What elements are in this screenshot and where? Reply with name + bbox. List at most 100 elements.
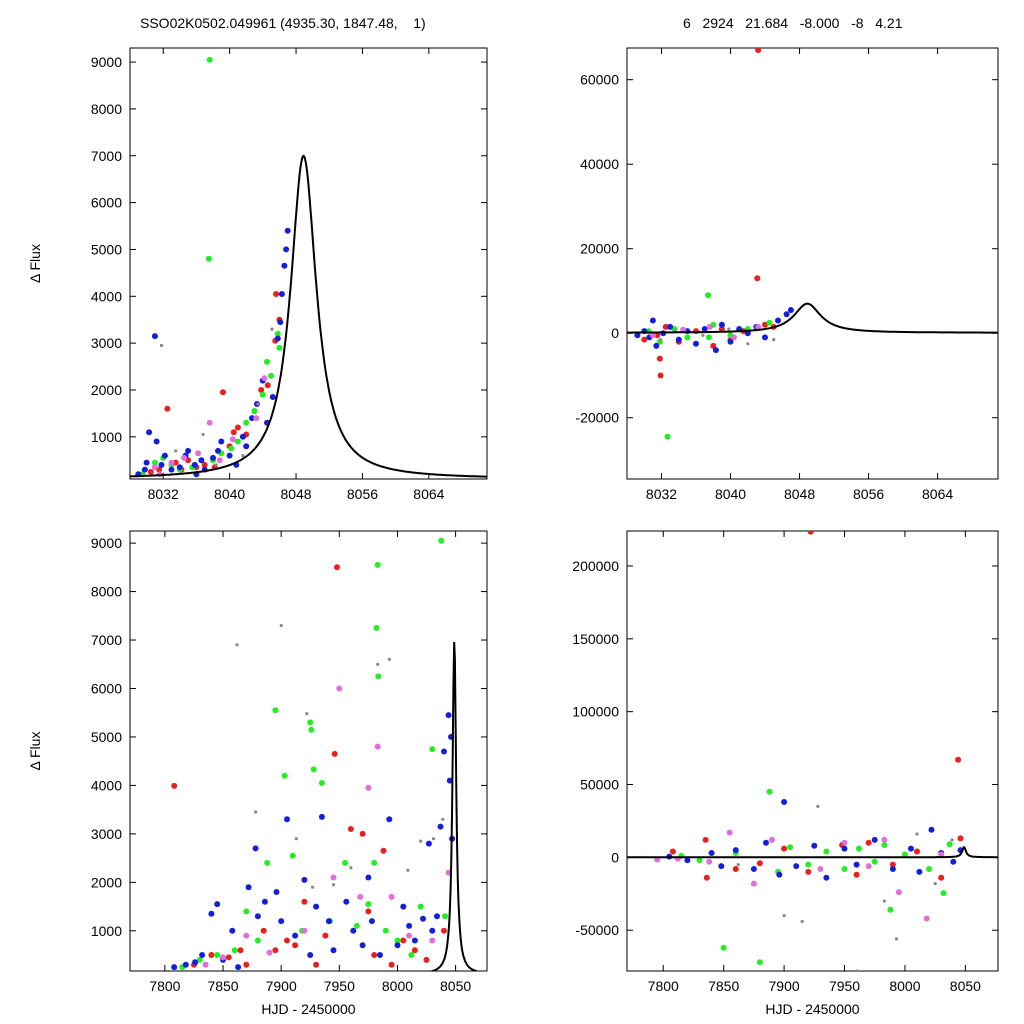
data-point-blue xyxy=(871,836,878,843)
data-point-red xyxy=(260,927,267,934)
data-point-blue xyxy=(254,913,261,920)
data-point-blue xyxy=(693,340,699,347)
data-point-blue xyxy=(634,332,641,339)
data-point-blue xyxy=(245,884,252,891)
data-point-green xyxy=(442,913,449,920)
x-tick-label: 7950 xyxy=(324,978,355,994)
y-tick-label: 3000 xyxy=(91,335,122,351)
data-point-green xyxy=(373,624,380,631)
data-point-red xyxy=(258,387,265,393)
data-point-blue xyxy=(284,816,290,823)
data-point-pink xyxy=(649,332,656,339)
data-point-red xyxy=(718,326,725,332)
data-point-gray xyxy=(349,866,353,870)
data-point-green xyxy=(375,673,382,680)
data-point-blue xyxy=(750,866,757,872)
data-point-red xyxy=(853,871,860,878)
model-curve xyxy=(627,845,998,859)
data-point-pink xyxy=(357,893,364,900)
data-point-red xyxy=(359,830,366,837)
data-point-pink xyxy=(195,450,202,457)
data-point-red xyxy=(754,275,761,282)
data-point-pink xyxy=(938,851,945,858)
data-point-blue xyxy=(307,952,314,958)
data-point-blue xyxy=(400,903,407,910)
panel-bottom-left: 7800 7850 7900 7950 8000 8050 1000 2000 3000 4000… xyxy=(27,530,488,1017)
data-point-gray xyxy=(816,804,820,809)
data-point-green xyxy=(382,927,389,934)
y-tick-label: 4000 xyxy=(91,777,122,793)
data-point-red xyxy=(171,782,178,789)
data-point-red xyxy=(732,866,739,872)
data-point-blue xyxy=(445,712,452,719)
data-point-blue xyxy=(701,326,708,332)
data-point-red xyxy=(641,336,648,343)
y-tick-label: 5000 xyxy=(91,729,122,745)
data-point-red xyxy=(208,952,215,958)
data-point-green xyxy=(342,859,349,866)
data-point-green xyxy=(196,956,203,963)
data-point-red xyxy=(914,848,920,855)
data-point-blue xyxy=(313,903,320,910)
y-tick-label: 7000 xyxy=(91,148,122,164)
data-point-red xyxy=(703,874,710,881)
data-point-gray xyxy=(727,327,731,331)
model-curve xyxy=(130,154,487,478)
data-point-pink xyxy=(750,880,757,887)
data-point-red xyxy=(865,839,872,846)
data-point-red xyxy=(388,961,395,968)
data-point-red xyxy=(225,954,232,961)
data-point-green xyxy=(417,903,424,910)
data-point-green xyxy=(429,746,436,753)
data-point-green xyxy=(228,445,235,452)
data-point-gray xyxy=(279,623,283,628)
plot-frame xyxy=(626,530,999,972)
plot-area xyxy=(627,48,998,440)
data-point-red xyxy=(400,937,407,944)
fit-parameters: 6 2924 21.684 -8.000 -8 4.21 xyxy=(683,15,903,31)
x-tick-label: 8000 xyxy=(889,978,920,994)
y-tick-label: 100000 xyxy=(572,704,619,720)
y-tick-label: 150000 xyxy=(572,631,619,647)
data-point-blue xyxy=(841,845,848,852)
data-point-blue xyxy=(161,452,168,459)
data-point-gray xyxy=(701,333,705,337)
data-point-blue xyxy=(675,336,682,343)
data-point-gray xyxy=(882,899,887,903)
data-point-red xyxy=(657,372,664,379)
data-point-gray xyxy=(441,817,445,821)
data-point-blue xyxy=(425,840,432,847)
y-tick-label: 3000 xyxy=(91,826,122,842)
data-point-pink xyxy=(220,954,226,961)
x-tick-label: 7900 xyxy=(769,978,800,994)
data-point-green xyxy=(901,851,908,858)
data-point-blue xyxy=(278,291,285,297)
data-point-blue xyxy=(277,319,284,326)
plot-area xyxy=(130,56,487,478)
y-tick-label: 2000 xyxy=(91,874,122,890)
data-point-blue xyxy=(199,952,206,958)
data-point-pink xyxy=(336,685,343,692)
data-point-blue xyxy=(171,964,178,971)
data-point-pink xyxy=(706,858,713,865)
y-tick-label: 6000 xyxy=(91,680,122,696)
data-point-gray xyxy=(201,432,205,437)
data-point-red xyxy=(147,469,154,475)
data-point-blue xyxy=(218,438,225,445)
y-tick-label: 60000 xyxy=(580,72,619,88)
data-point-green xyxy=(705,292,712,299)
data-point-gray xyxy=(294,837,298,841)
data-point-blue xyxy=(708,850,715,856)
data-point-green xyxy=(259,391,266,398)
data-point-blue xyxy=(278,918,285,925)
data-point-red xyxy=(781,845,788,852)
data-point-green xyxy=(720,944,727,951)
data-point-gray xyxy=(915,832,919,836)
data-point-blue xyxy=(853,861,860,868)
data-point-red xyxy=(322,932,329,939)
data-point-pink xyxy=(151,464,158,471)
y-tick-label: 50000 xyxy=(580,777,619,793)
data-point-red xyxy=(957,835,964,842)
data-point-blue xyxy=(368,918,375,925)
